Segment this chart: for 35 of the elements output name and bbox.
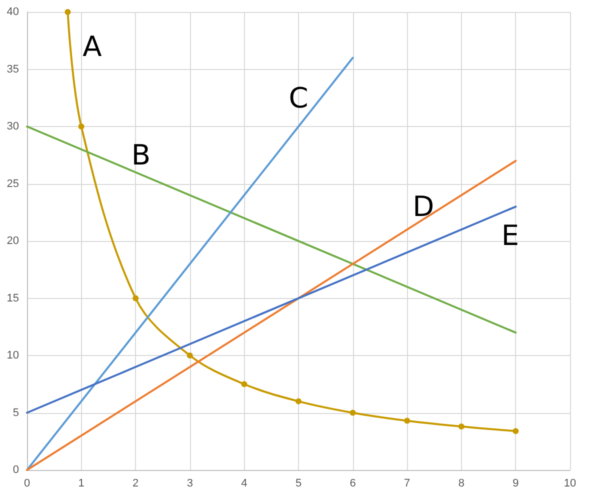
point (512, 428, 519, 434)
x-tick-label: 7 (404, 478, 410, 490)
point (404, 418, 410, 424)
x-tick-label: 3 (186, 478, 193, 490)
point (186, 352, 193, 358)
y-tick-label: 0 (12, 464, 19, 476)
series-label: C (288, 81, 308, 114)
x-tick-label: 9 (512, 478, 519, 490)
x-tick-label: 6 (350, 478, 356, 490)
x-tick-label: 8 (458, 478, 464, 490)
x-tick-label: 10 (564, 478, 576, 490)
y-tick-label: 40 (6, 6, 19, 18)
point (350, 410, 356, 416)
y-tick-label: 5 (12, 406, 19, 419)
y-tick-label: 10 (6, 350, 19, 362)
point (296, 398, 302, 404)
x-tick-label: 4 (241, 478, 248, 490)
x-tick-label: 0 (24, 478, 30, 490)
series-label: E (501, 218, 520, 252)
x-tick-label: 1 (78, 478, 84, 490)
y-tick-label: 15 (6, 292, 19, 304)
point (241, 381, 248, 388)
series-label: A (82, 30, 102, 63)
y-tick-label: 20 (6, 235, 19, 247)
x-tick-label: 2 (132, 478, 139, 490)
point (78, 124, 84, 130)
y-tick-label: 30 (6, 120, 19, 132)
y-tick-label: 35 (6, 63, 19, 76)
series-label: D (412, 190, 434, 224)
series-label: B (131, 138, 151, 172)
x-tick-label: 5 (295, 478, 302, 490)
point (458, 423, 464, 430)
y-tick-label: 25 (6, 178, 19, 190)
point (132, 295, 139, 302)
point (64, 9, 71, 15)
